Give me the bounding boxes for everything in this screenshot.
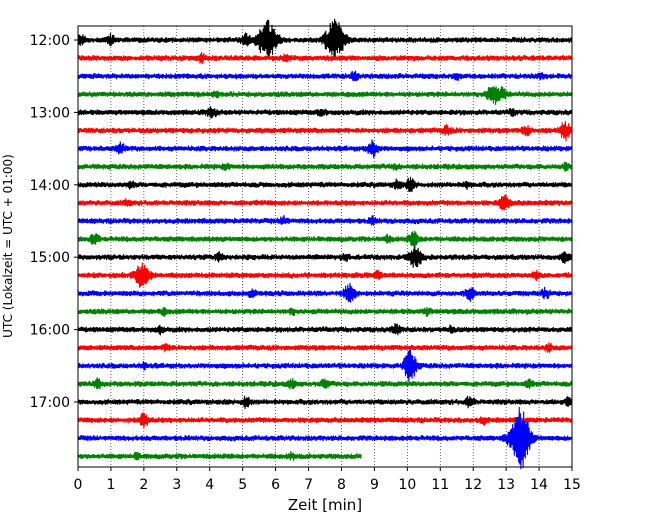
trace-12:45 [77,86,573,106]
trace-17:00 [77,395,573,409]
trace-17:45 [77,451,362,461]
x-tick-label-4: 4 [205,477,214,493]
x-tick-label-9: 9 [370,477,379,493]
x-tick-label-0: 0 [74,477,83,493]
x-tick-label-10: 10 [398,477,416,493]
y-tick-label-12:00: 12:00 [30,33,70,49]
y-axis-ticks: 12:00 13:00 14:00 15:00 16:00 17:00 [30,33,78,411]
trace-13:00 [77,106,573,119]
x-tick-label-14: 14 [530,477,548,493]
trace-14:15 [77,194,573,211]
x-axis-label: Zeit [min] [288,496,362,514]
trace-16:30 [77,349,573,382]
trace-14:30 [77,214,573,226]
x-tick-label-11: 11 [431,477,449,493]
trace-12:30 [77,70,573,82]
y-tick-label-17:00: 17:00 [30,395,70,411]
trace-17:30 [77,407,573,470]
y-tick-label-15:00: 15:00 [30,250,70,266]
y-tick-label-13:00: 13:00 [30,105,70,121]
x-tick-label-1: 1 [106,477,115,493]
plot-frame [77,25,573,468]
x-tick-label-13: 13 [497,477,515,493]
trace-16:00 [77,323,573,336]
trace-14:00 [77,176,573,193]
y-tick-label-14:00: 14:00 [30,178,70,194]
x-tick-label-15: 15 [563,477,581,493]
trace-13:15 [77,120,573,142]
x-tick-label-6: 6 [271,477,280,493]
y-tick-label-16:00: 16:00 [30,323,70,339]
x-tick-label-5: 5 [238,477,247,493]
trace-14:45 [77,230,573,248]
trace-15:15 [77,262,573,288]
x-tick-label-3: 3 [172,477,181,493]
trace-13:45 [77,161,573,172]
x-tick-label-7: 7 [304,477,313,493]
trace-16:15 [77,342,573,353]
y-axis-label: UTC (Lokalzeit = UTC + 01:00) [1,154,15,338]
seismogram-traces [77,18,573,470]
x-tick-label-12: 12 [464,477,482,493]
x-tick-label-2: 2 [139,477,148,493]
trace-15:00 [77,245,573,268]
trace-17:15 [77,412,573,429]
x-axis-ticks: 0 1 2 3 4 5 6 7 8 9 10 11 12 13 14 15 [74,467,581,493]
trace-16:45 [77,377,573,390]
trace-13:30 [77,139,573,159]
trace-15:30 [77,282,573,303]
trace-15:45 [77,306,573,317]
x-tick-label-8: 8 [337,477,346,493]
trace-12:15 [77,52,573,65]
trace-12:00 [77,18,573,59]
